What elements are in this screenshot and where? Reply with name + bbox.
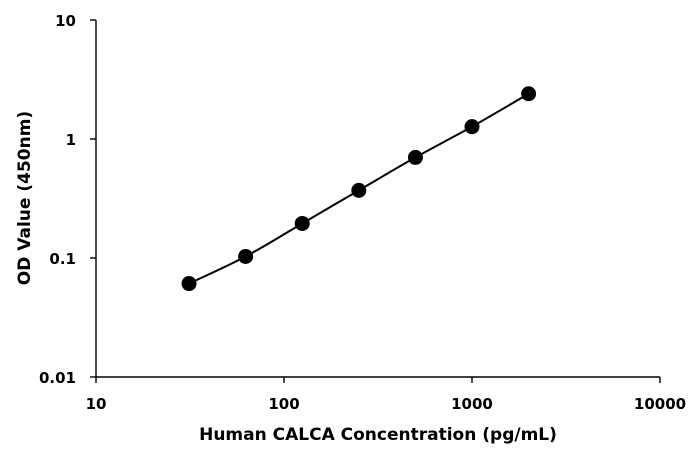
x-tick-label-3: 10000	[634, 395, 686, 413]
axes	[95, 20, 660, 378]
x-axis-title: Human CALCA Concentration (pg/mL)	[199, 425, 557, 445]
tick-labels: 10 100 1000 10000 0.01 0.1 1 10	[39, 12, 686, 413]
data-point-1	[238, 248, 254, 264]
y-tick-label-3: 10	[55, 12, 76, 30]
data-point-5	[464, 119, 480, 135]
ticks	[90, 19, 661, 383]
series	[181, 86, 537, 292]
data-point-6	[521, 86, 537, 102]
x-tick-label-1: 100	[268, 395, 299, 413]
y-tick-label-0: 0.01	[39, 369, 76, 387]
data-point-4	[407, 149, 423, 165]
y-tick-label-2: 1	[66, 131, 76, 149]
y-tick-label-1: 0.1	[49, 250, 76, 268]
x-tick-label-0: 10	[86, 395, 107, 413]
data-point-0	[181, 276, 197, 292]
x-tick-label-2: 1000	[451, 395, 493, 413]
data-point-2	[294, 215, 310, 231]
y-axis-title: OD Value (450nm)	[15, 111, 35, 285]
data-point-3	[351, 182, 367, 198]
